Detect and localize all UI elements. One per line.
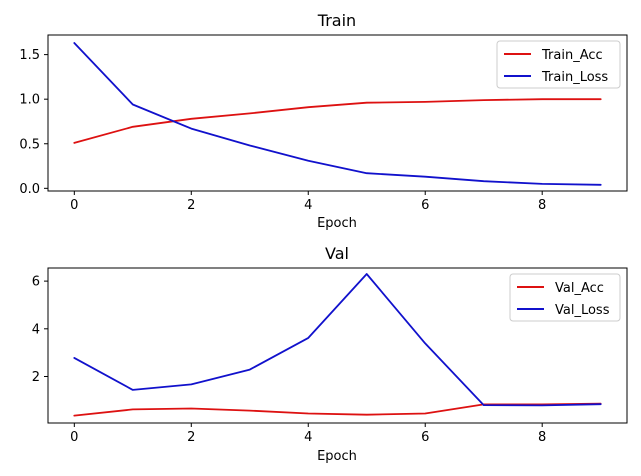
val-x-tick-label: 4 bbox=[304, 430, 312, 445]
train-x-axis-label: Epoch bbox=[317, 216, 357, 231]
train-x-tick-label: 0 bbox=[70, 198, 78, 213]
train-legend: Train_Acc Train_Loss bbox=[496, 40, 621, 89]
val-x-axis-label: Epoch bbox=[317, 449, 357, 464]
val-x-tick-label: 2 bbox=[187, 430, 195, 445]
train-x-tick-label: 8 bbox=[538, 198, 546, 213]
train-lines bbox=[73, 42, 602, 186]
val-x-tick-label: 8 bbox=[538, 430, 546, 445]
train-y-tick-label: 0.5 bbox=[19, 137, 40, 152]
val-y-tick-label: 4 bbox=[32, 322, 40, 337]
train-panel: Train 0 2 4 6 8 0.0 0.5 1.0 1.5 Epoch Train_Acc … bbox=[19, 11, 628, 231]
val-series-line-val-loss bbox=[73, 273, 602, 407]
val-title: Val bbox=[325, 244, 349, 263]
val-lines bbox=[73, 273, 602, 417]
train-series-line-train-loss bbox=[73, 42, 602, 186]
train-x-tick-label: 4 bbox=[304, 198, 312, 213]
val-legend-label-loss: Val_Loss bbox=[555, 303, 610, 318]
val-panel: Val 0 2 4 6 8 2 4 6 Epoch Val_Acc Val_Loss bbox=[32, 244, 628, 464]
val-x-tick-label: 6 bbox=[421, 430, 429, 445]
train-y-tick-label: 0.0 bbox=[19, 182, 40, 197]
val-y-tick-label: 6 bbox=[32, 275, 40, 290]
train-ticks: 0 2 4 6 8 0.0 0.5 1.0 1.5 bbox=[19, 48, 546, 213]
val-x-tick-label: 0 bbox=[70, 430, 78, 445]
train-y-tick-label: 1.5 bbox=[19, 48, 40, 63]
val-legend-label-acc: Val_Acc bbox=[555, 281, 604, 296]
val-y-tick-label: 2 bbox=[32, 370, 40, 385]
train-legend-label-loss: Train_Loss bbox=[541, 70, 608, 85]
train-x-tick-label: 6 bbox=[421, 198, 429, 213]
val-axes-frame bbox=[47, 267, 628, 424]
train-x-tick-label: 2 bbox=[187, 198, 195, 213]
train-title: Train bbox=[317, 11, 356, 30]
train-series-line-train-acc bbox=[73, 98, 602, 144]
train-axes-frame bbox=[47, 34, 628, 192]
train-legend-label-acc: Train_Acc bbox=[541, 48, 603, 63]
val-ticks: 0 2 4 6 8 2 4 6 bbox=[32, 275, 547, 445]
val-legend: Val_Acc Val_Loss bbox=[509, 273, 621, 322]
train-y-tick-label: 1.0 bbox=[19, 93, 40, 108]
